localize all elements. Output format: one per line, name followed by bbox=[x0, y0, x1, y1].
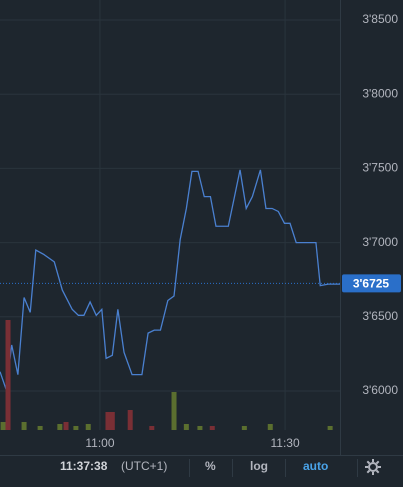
plot-area bbox=[0, 0, 340, 430]
volume-bar bbox=[171, 392, 177, 430]
log-toggle[interactable]: log bbox=[250, 459, 268, 473]
volume-bar bbox=[209, 426, 215, 430]
gear-teeth bbox=[365, 459, 381, 475]
volume-bar bbox=[267, 424, 273, 430]
volume-bar bbox=[127, 410, 133, 430]
x-tick-label: 11:30 bbox=[271, 436, 300, 450]
last-price-label: 3'6725 bbox=[353, 277, 390, 291]
volume-bar bbox=[21, 422, 27, 430]
timezone[interactable]: (UTC+1) bbox=[121, 459, 167, 473]
volume-bar bbox=[109, 412, 115, 430]
y-tick-label: 3'7500 bbox=[362, 161, 398, 175]
volume-bar bbox=[241, 426, 247, 430]
volume-bar bbox=[73, 426, 79, 430]
last-price-badge bbox=[342, 274, 401, 293]
x-tick-label: 11:00 bbox=[85, 436, 114, 450]
y-tick-label: 3'8000 bbox=[362, 86, 398, 100]
y-tick-label: 3'7000 bbox=[362, 235, 398, 249]
volume-bar bbox=[0, 422, 6, 430]
price-line bbox=[0, 169, 340, 390]
volume-bar bbox=[37, 426, 43, 430]
volume-bar bbox=[327, 426, 333, 430]
gear-hub bbox=[368, 462, 378, 472]
volume-bar bbox=[5, 320, 11, 430]
volume-bar bbox=[105, 412, 111, 430]
volume-bar bbox=[183, 424, 189, 430]
settings-icon[interactable] bbox=[365, 459, 381, 475]
y-tick-label: 3'6500 bbox=[362, 309, 398, 323]
y-tick-label: 3'6000 bbox=[362, 383, 398, 397]
volume-bar bbox=[63, 422, 69, 430]
y-tick-label: 3'8500 bbox=[362, 12, 398, 26]
volume-bar bbox=[149, 426, 155, 430]
volume-bar bbox=[57, 424, 63, 430]
auto-toggle[interactable]: auto bbox=[303, 459, 328, 473]
volume-bar bbox=[197, 426, 203, 430]
volume-bar bbox=[85, 424, 91, 430]
clock: 11:37:38 bbox=[60, 459, 108, 473]
percent-toggle[interactable]: % bbox=[205, 459, 216, 473]
